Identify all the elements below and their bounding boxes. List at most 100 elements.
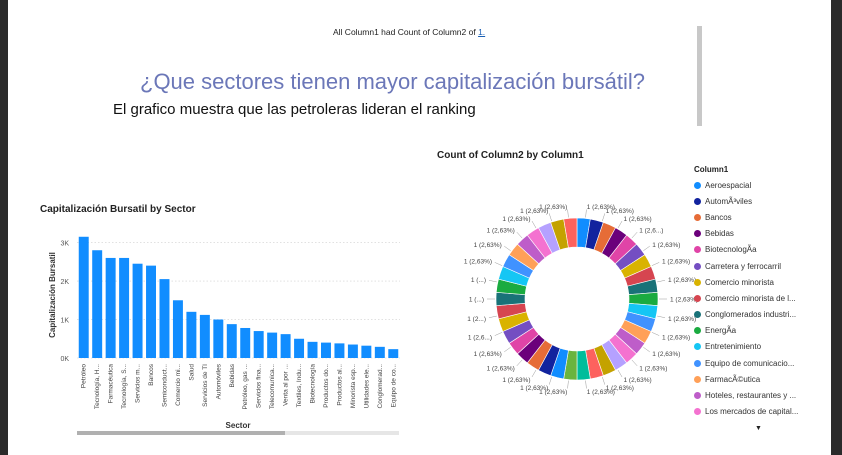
donut-leader-line: [657, 315, 666, 318]
donut-leader-line: [504, 245, 511, 252]
donut-leader-line: [531, 220, 537, 229]
bar-20: [334, 343, 345, 358]
summary-note-link[interactable]: 1.: [478, 27, 486, 37]
legend-item[interactable]: Bancos: [694, 209, 814, 225]
legend-swatch: [694, 311, 701, 319]
x-tick-label: Automóviles: [215, 363, 222, 399]
legend-label: Carretera y ferrocarril: [705, 261, 782, 271]
x-tick-label: Semiconduct...: [161, 364, 168, 407]
donut-data-label: 1 (2,63%): [502, 216, 530, 223]
donut-leader-line: [548, 213, 552, 222]
x-tick-label: Productos do...: [323, 364, 330, 408]
legend-label: Comercio minorista de l...: [705, 293, 796, 303]
bar-8: [172, 300, 183, 358]
donut-leader-line: [494, 262, 503, 266]
bar-9: [186, 311, 197, 358]
x-tick-label: Utilidades ele...: [363, 364, 370, 409]
y-tick-label: 3K: [60, 241, 69, 248]
donut-data-label: 1 (2,63%): [502, 377, 530, 384]
bar-22: [361, 345, 372, 358]
legend-item[interactable]: BiotecnologÃ­a: [694, 242, 814, 258]
donut-data-label: 1 (2,63%): [587, 204, 615, 211]
donut-data-label: 1 (2,63%): [539, 389, 567, 396]
donut-data-label: 1 (2,6...): [468, 334, 492, 341]
legend-item[interactable]: Los mercados de capital...: [694, 404, 814, 420]
donut-leader-line: [531, 369, 537, 378]
legend-scroll-down-icon[interactable]: ▼: [755, 425, 762, 432]
legend-label: Equipo de comunicacio...: [705, 358, 795, 368]
bar-12: [226, 324, 237, 358]
legend-label: Bancos: [705, 212, 732, 222]
page-title: ¿Que sectores tienen mayor capitalizació…: [140, 69, 646, 94]
donut-data-label: 1 (2,63%): [606, 385, 634, 392]
donut-leader-line: [567, 209, 569, 218]
x-tick-label: Salud: [188, 364, 195, 381]
bar-13: [240, 327, 251, 358]
donut-data-label: 1 (2,63%): [520, 385, 548, 392]
bar-11: [213, 319, 224, 358]
donut-leader-line: [585, 209, 587, 218]
x-tick-label: Servicios m...: [135, 364, 142, 403]
bar-4: [119, 257, 130, 358]
bar-18: [307, 341, 318, 358]
legend-item[interactable]: EnergÃ­a: [694, 323, 814, 339]
bar-6: [146, 265, 157, 358]
legend-item[interactable]: Aeroespacial: [694, 177, 814, 193]
legend-item[interactable]: Comercio minorista: [694, 274, 814, 290]
x-tick-label: Servicios de TI: [202, 364, 209, 407]
donut-data-label: 1 (2,6...): [639, 227, 663, 234]
bar-10: [199, 314, 210, 358]
legend-item[interactable]: Entretenimiento: [694, 339, 814, 355]
bar-14: [253, 331, 264, 358]
x-tick-label: Equipo de co...: [390, 364, 397, 408]
legend-item[interactable]: Comercio minorista de l...: [694, 290, 814, 306]
legend-swatch: [694, 181, 701, 189]
x-tick-label: Farmacéutica: [108, 364, 115, 404]
donut-leader-line: [548, 376, 552, 385]
x-tick-label: Conglomerad...: [377, 364, 384, 409]
donut-leader-line: [631, 359, 638, 367]
legend-item[interactable]: FarmacÃ©utica: [694, 371, 814, 387]
x-tick-label: Petróleo, gas ...: [242, 364, 249, 410]
donut-data-label: 1 (2,63%): [587, 389, 615, 396]
x-tick-label: Bebidas: [229, 363, 236, 387]
bar-16: [280, 334, 291, 358]
y-tick-label: 0K: [60, 356, 69, 363]
legend-item[interactable]: Carretera y ferrocarril: [694, 258, 814, 274]
bar-17: [294, 338, 305, 358]
donut-leader-line: [617, 369, 623, 378]
x-tick-label: Telecomunica...: [269, 364, 276, 409]
legend-item[interactable]: Equipo de comunicacio...: [694, 355, 814, 371]
donut-data-label: 1 (2,63%): [670, 297, 698, 304]
bar-21: [347, 344, 358, 358]
scrollbar-thumb[interactable]: [77, 431, 285, 435]
legend-swatch: [694, 213, 701, 221]
legend-label: AutomÃ³viles: [705, 196, 753, 206]
legend-label: Los mercados de capital...: [705, 407, 799, 417]
legend-item[interactable]: Conglomerados industri...: [694, 307, 814, 323]
x-tick-label: Venta al por ...: [283, 364, 290, 406]
donut-leader-line: [643, 245, 650, 252]
x-tick-label: Productos al...: [336, 364, 343, 406]
bar-19: [320, 342, 331, 358]
legend-item[interactable]: Hoteles, restaurantes y ...: [694, 387, 814, 403]
donut-legend: Column1 Aeroespacial AutomÃ³viles Bancos Be…: [694, 165, 814, 420]
vertical-scrollbar[interactable]: [697, 26, 702, 126]
donut-data-label: 1 (2,63%): [662, 259, 690, 266]
legend-label: FarmacÃ©utica: [705, 374, 761, 384]
legend-swatch: [694, 359, 701, 367]
donut-data-label: 1 (2,63%): [464, 259, 492, 266]
donut-data-label: 1 (2,63%): [668, 316, 696, 323]
donut-data-label: 1 (...): [469, 297, 484, 304]
legend-item[interactable]: Bebidas: [694, 226, 814, 242]
legend-swatch: [694, 246, 701, 254]
legend-item[interactable]: AutomÃ³viles: [694, 193, 814, 209]
y-axis-title: Capitalización Bursatil: [48, 252, 57, 338]
legend-swatch: [694, 278, 701, 286]
x-tick-label: Biotecnología: [310, 364, 317, 404]
legend-label: Bebidas: [705, 229, 734, 239]
donut-data-label: 1 (2,63%): [487, 366, 515, 373]
bar-chart-horizontal-scrollbar[interactable]: [77, 431, 399, 435]
legend-swatch: [694, 375, 701, 383]
